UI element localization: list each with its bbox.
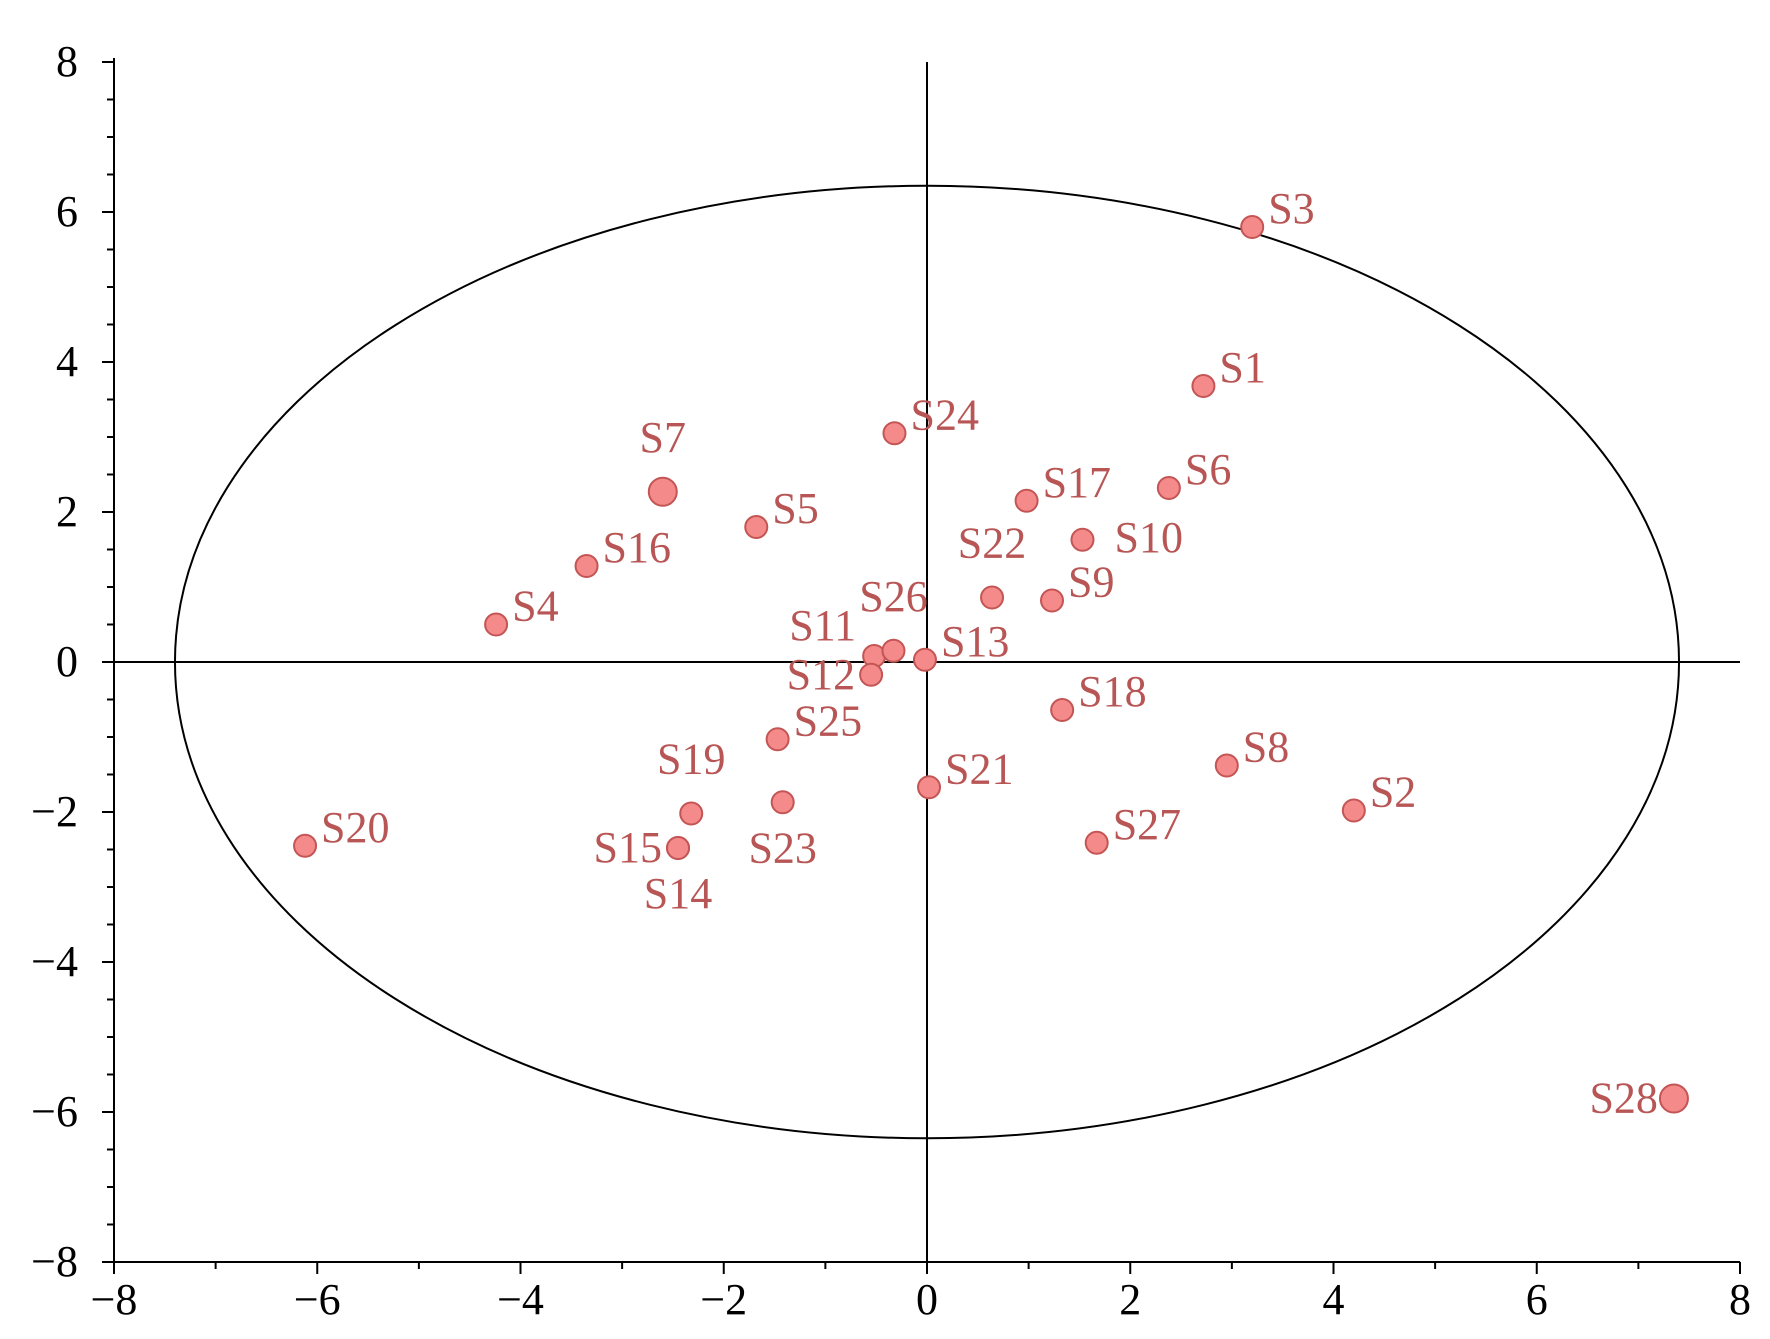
data-label-s14: S14 (644, 869, 712, 918)
data-label-s19: S19 (657, 735, 725, 784)
y-tick-label: 8 (56, 37, 78, 86)
x-tick-label: 4 (1323, 1275, 1345, 1324)
data-label-s27: S27 (1113, 800, 1181, 849)
data-point-s22 (980, 585, 1005, 610)
axes-layer: −8 −6 −4 −2 0 2 4 6 8 −8 −6 −4 −2 0 2 4 6 8 (31, 37, 1751, 1324)
data-point-s16 (574, 554, 599, 578)
data-label-s28: S28 (1589, 1074, 1657, 1123)
data-label-s12: S12 (787, 650, 855, 699)
x-tick-label: 2 (1119, 1275, 1141, 1324)
data-label-s17: S17 (1043, 458, 1111, 507)
data-label-s9: S9 (1068, 558, 1114, 607)
x-tick-label: −8 (91, 1275, 138, 1324)
data-point-s12 (859, 662, 884, 687)
data-label-s7: S7 (640, 413, 686, 462)
y-tick-label: −2 (31, 787, 78, 836)
y-tick-label: 2 (56, 487, 78, 536)
data-point-s15 (666, 836, 691, 860)
data-point-s4 (484, 612, 509, 637)
data-label-s13: S13 (941, 617, 1009, 666)
data-label-s15: S15 (594, 823, 662, 872)
y-tick-label: −8 (31, 1237, 78, 1286)
data-label-s25: S25 (794, 696, 862, 745)
points-layer (293, 215, 1689, 1114)
data-label-s21: S21 (945, 744, 1013, 793)
data-label-s26: S26 (859, 572, 927, 621)
data-point-s8 (1214, 753, 1239, 778)
x-tick-label: 6 (1526, 1275, 1548, 1324)
x-tick-label: −6 (294, 1275, 341, 1324)
data-point-s20 (293, 833, 318, 858)
data-label-s1: S1 (1219, 343, 1265, 392)
data-label-s6: S6 (1185, 445, 1231, 494)
data-point-s27 (1084, 830, 1109, 855)
data-label-s11: S11 (789, 601, 856, 650)
data-point-s25 (765, 727, 790, 752)
x-tick-label: 8 (1729, 1275, 1751, 1324)
data-point-s18 (1050, 698, 1075, 722)
data-label-s5: S5 (772, 484, 818, 533)
data-label-s23: S23 (748, 823, 816, 872)
x-tick-label: −4 (497, 1275, 544, 1324)
data-label-s3: S3 (1268, 184, 1314, 233)
data-label-s20: S20 (321, 803, 389, 852)
y-tick-label: 0 (56, 637, 78, 686)
data-label-s16: S16 (603, 523, 671, 572)
x-tick-label: 0 (916, 1275, 938, 1324)
data-point-s17 (1014, 488, 1039, 513)
data-point-s7 (647, 476, 678, 507)
data-point-s24 (882, 421, 907, 446)
data-label-s2: S2 (1370, 768, 1416, 817)
data-point-s6 (1156, 476, 1181, 500)
data-label-s24: S24 (910, 390, 978, 439)
data-point-s26 (881, 638, 906, 663)
data-point-s19 (679, 801, 704, 826)
data-label-s4: S4 (512, 582, 558, 631)
data-label-s18: S18 (1078, 667, 1146, 716)
data-label-s22: S22 (958, 519, 1026, 568)
data-point-s21 (917, 775, 942, 800)
y-tick-label: 4 (56, 337, 78, 386)
data-point-s1 (1191, 374, 1216, 398)
data-point-s13 (912, 647, 937, 672)
data-point-s10 (1070, 527, 1095, 552)
data-label-s10: S10 (1114, 513, 1182, 562)
y-tick-label: −4 (31, 937, 78, 986)
data-point-s2 (1341, 798, 1366, 823)
y-tick-label: 6 (56, 187, 78, 236)
confidence-ellipse (173, 184, 1681, 1140)
data-point-s23 (770, 790, 795, 815)
ellipse-layer (173, 184, 1681, 1140)
data-point-s9 (1039, 588, 1064, 613)
data-point-s3 (1240, 215, 1265, 239)
x-tick-label: −2 (700, 1275, 747, 1324)
data-point-s5 (744, 515, 769, 539)
data-label-s8: S8 (1243, 723, 1289, 772)
data-point-s28 (1658, 1083, 1689, 1114)
y-tick-label: −6 (31, 1087, 78, 1136)
